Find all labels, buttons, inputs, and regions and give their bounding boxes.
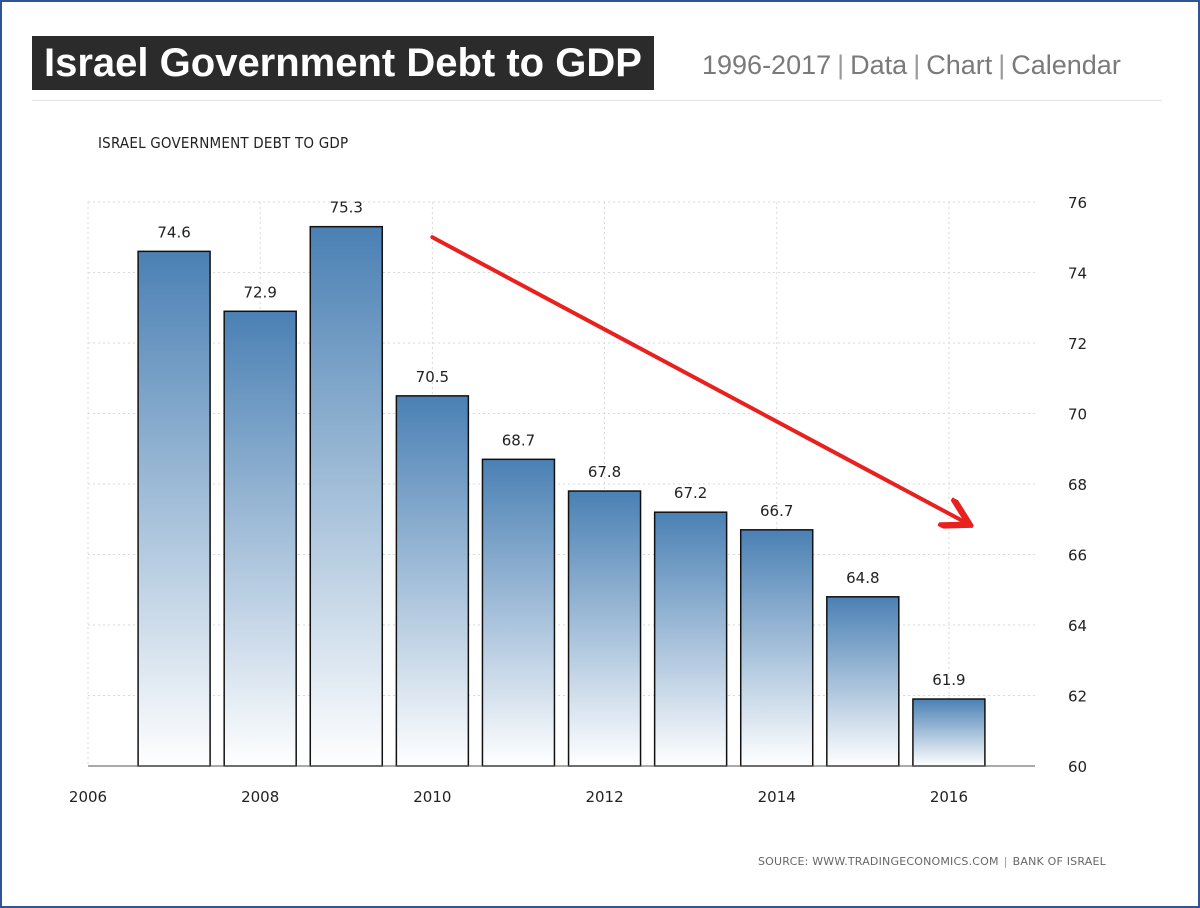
y-tick-label-76: 76 bbox=[1068, 194, 1087, 212]
bar-2007 bbox=[137, 250, 211, 767]
page-title: Israel Government Debt to GDP bbox=[32, 36, 654, 90]
trend-arrow bbox=[430, 235, 966, 523]
y-tick-label-70: 70 bbox=[1068, 406, 1087, 424]
bar-2013 bbox=[653, 511, 728, 767]
x-tick-label-2008: 2008 bbox=[241, 788, 279, 806]
x-tick-label-2016: 2016 bbox=[930, 788, 968, 806]
y-tick-label-68: 68 bbox=[1068, 476, 1087, 494]
chart-link[interactable]: Chart bbox=[926, 50, 993, 80]
data-label-2009: 75.3 bbox=[330, 199, 363, 217]
source-text: SOURCE: WWW.TRADINGECONOMICS.COM bbox=[758, 855, 999, 868]
title-links: 1996-2017 | Data | Chart | Calendar bbox=[702, 50, 1121, 81]
source-note: SOURCE: WWW.TRADINGECONOMICS.COM | BANK OF… bbox=[758, 855, 1106, 868]
y-tick-label-74: 74 bbox=[1068, 265, 1087, 283]
bar-2011 bbox=[481, 458, 556, 767]
data-label-2011: 68.7 bbox=[502, 431, 535, 449]
data-label-2012: 67.8 bbox=[588, 463, 621, 481]
separator: | bbox=[913, 50, 921, 80]
y-tick-label-62: 62 bbox=[1068, 688, 1087, 706]
bar-2012 bbox=[567, 490, 642, 767]
calendar-link[interactable]: Calendar bbox=[1011, 50, 1121, 80]
bar-2008 bbox=[223, 310, 297, 767]
chart-title: ISRAEL GOVERNMENT DEBT TO GDP bbox=[98, 134, 349, 152]
data-label-2015: 64.8 bbox=[846, 569, 879, 587]
y-tick-label-66: 66 bbox=[1068, 547, 1087, 565]
data-label-2014: 66.7 bbox=[760, 502, 793, 520]
y-tick-label-60: 60 bbox=[1068, 758, 1087, 776]
bar-2014 bbox=[739, 529, 814, 767]
separator: | bbox=[998, 50, 1006, 80]
bar-2015 bbox=[826, 596, 900, 767]
x-tick-label-2010: 2010 bbox=[413, 788, 451, 806]
bar-2016 bbox=[912, 698, 986, 767]
header-divider bbox=[32, 100, 1162, 101]
bar-2010 bbox=[395, 395, 470, 767]
data-label-2010: 70.5 bbox=[416, 368, 449, 386]
x-tick-label-2006: 2006 bbox=[69, 788, 107, 806]
y-tick-label-64: 64 bbox=[1068, 617, 1087, 635]
period-link[interactable]: 1996-2017 bbox=[702, 50, 832, 80]
y-tick-label-72: 72 bbox=[1068, 335, 1087, 353]
separator: | bbox=[837, 50, 845, 80]
separator: | bbox=[1003, 855, 1008, 868]
data-label-2007: 74.6 bbox=[157, 223, 190, 241]
source-org: BANK OF ISRAEL bbox=[1012, 855, 1106, 868]
data-label-2013: 67.2 bbox=[674, 484, 707, 502]
data-label-2008: 72.9 bbox=[243, 283, 276, 301]
x-tick-label-2012: 2012 bbox=[585, 788, 623, 806]
data-label-2016: 61.9 bbox=[932, 671, 965, 689]
x-tick-label-2014: 2014 bbox=[758, 788, 796, 806]
bar-2009 bbox=[309, 225, 384, 767]
data-link[interactable]: Data bbox=[850, 50, 908, 80]
